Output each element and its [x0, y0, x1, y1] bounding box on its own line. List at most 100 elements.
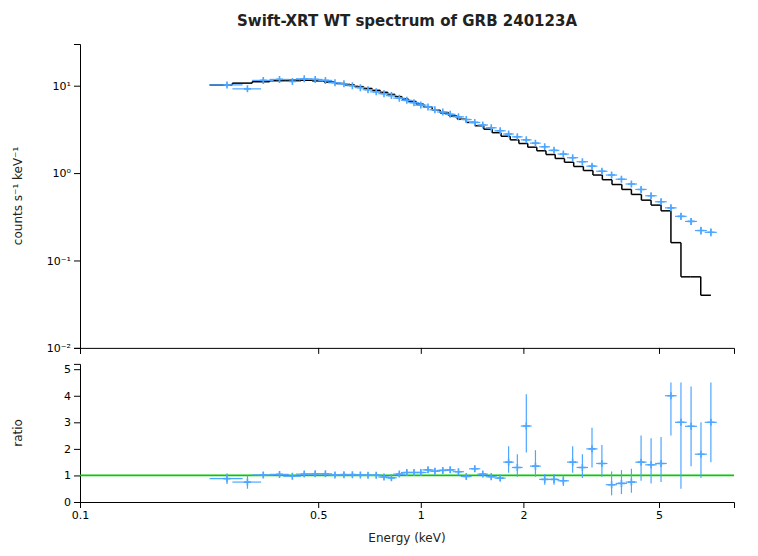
marker [373, 88, 380, 95]
marker [514, 133, 521, 140]
error-bar-y [670, 382, 671, 435]
tick: 0 [64, 496, 80, 509]
series-errorbar [210, 382, 717, 495]
step-segment [546, 154, 555, 156]
marker [523, 423, 530, 430]
panel: 0.1 0.5 1 2 50 1 2 3 4 5 ratio Energy (keV) [11, 363, 735, 545]
tick: 0.1 [72, 502, 90, 522]
marker [289, 473, 296, 480]
axis-line [74, 45, 81, 349]
series-errorbar [210, 75, 717, 236]
marker [479, 471, 486, 478]
tick: 10⁰ [53, 167, 80, 180]
tick-mark [421, 502, 422, 508]
series-step [210, 80, 711, 295]
marker [331, 79, 338, 86]
marker [667, 204, 674, 211]
tick [659, 348, 660, 354]
marker [523, 136, 530, 143]
marker [677, 213, 684, 220]
marker [505, 459, 512, 466]
step-segment [691, 276, 701, 278]
step-segment [583, 170, 593, 172]
axis-line [81, 348, 735, 354]
y-axis: 0 1 2 3 4 5 [64, 363, 81, 509]
tick: 10¹ [53, 80, 80, 93]
tick-mark [74, 369, 80, 370]
marker [648, 461, 655, 468]
tick: 10⁻¹ [47, 255, 80, 268]
tick-label: 0.1 [72, 509, 90, 522]
tick: 5 [64, 363, 80, 376]
marker [471, 119, 478, 126]
axis-line [74, 364, 81, 502]
tick-mark [74, 396, 80, 397]
step-segment [701, 295, 711, 297]
x-axis [81, 348, 735, 354]
marker [667, 392, 674, 399]
step-segment [252, 81, 269, 83]
marker [579, 158, 586, 165]
marker [425, 466, 432, 473]
title: Swift-XRT WT spectrum of GRB 240123A [237, 12, 577, 30]
tick: 4 [64, 390, 80, 403]
marker [244, 85, 251, 92]
step-segment [602, 179, 612, 181]
tick-mark [74, 502, 80, 503]
step-riser [700, 277, 702, 295]
tick: 10⁻² [47, 342, 80, 355]
marker [312, 470, 319, 477]
tick-label: 10¹ [53, 80, 71, 93]
marker [560, 151, 567, 158]
step-segment [661, 210, 671, 212]
marker [658, 198, 665, 205]
plot-area [210, 75, 717, 295]
tick: 3 [64, 416, 80, 429]
step-segment [671, 242, 681, 244]
step-riser [660, 205, 662, 211]
marker [289, 78, 296, 85]
marker [697, 227, 704, 234]
marker [677, 419, 684, 426]
tick-label: 1 [64, 469, 71, 482]
marker [658, 460, 665, 467]
marker [638, 186, 645, 193]
marker [301, 471, 308, 478]
marker [497, 475, 504, 482]
marker [532, 140, 539, 147]
marker [224, 475, 231, 482]
marker [569, 459, 576, 466]
x-axis: 0.10.5125 [72, 502, 735, 522]
marker [340, 471, 347, 478]
marker [707, 229, 714, 236]
marker [648, 192, 655, 199]
marker [463, 473, 470, 480]
x-axis-title: Energy (keV) [368, 531, 445, 545]
marker [260, 471, 267, 478]
tick-label: 3 [64, 416, 71, 429]
y-axis-title: counts s⁻¹ keV⁻¹ [11, 147, 25, 246]
step-riser [670, 211, 672, 243]
y-axis-title: ratio [11, 419, 25, 447]
tick-label: 10⁰ [53, 167, 72, 180]
tick: 2 [64, 443, 80, 456]
step-segment [631, 194, 641, 196]
step-segment [555, 158, 564, 160]
step-segment [622, 189, 632, 191]
tick-label: 4 [64, 390, 71, 403]
tick-label: 2 [64, 443, 71, 456]
marker [589, 163, 596, 170]
tick-mark [74, 422, 80, 423]
tick: 0.5 [310, 502, 328, 522]
tick-mark [318, 348, 319, 354]
marker [340, 80, 347, 87]
tick-mark [74, 260, 80, 261]
marker [276, 471, 283, 478]
marker [688, 218, 695, 225]
tick-label: 1 [418, 509, 425, 522]
marker [608, 172, 615, 179]
tick [421, 348, 422, 354]
marker [589, 445, 596, 452]
chart: 10⁻² 10⁻¹ 10⁰ 10¹ counts s⁻¹ keV⁻¹ Swift-XRT … [0, 0, 758, 556]
step-segment [232, 82, 252, 84]
